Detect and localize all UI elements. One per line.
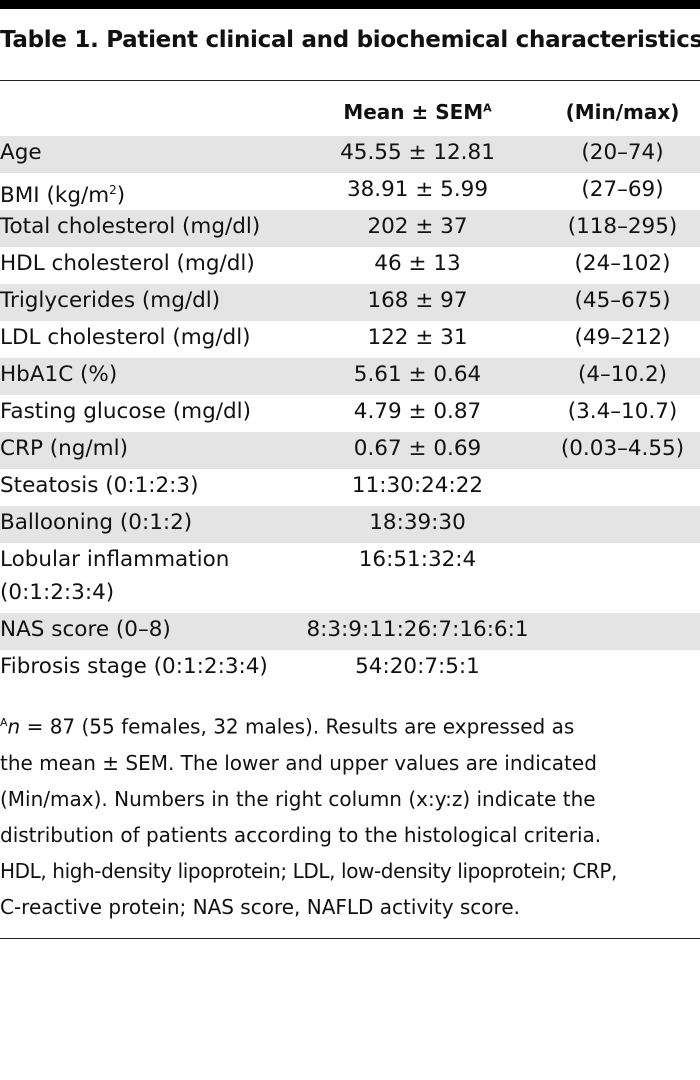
row-mean: 18:39:30 (369, 510, 466, 535)
row-mean: 122 ± 31 (367, 325, 468, 350)
row-range: (118–295) (567, 214, 678, 239)
footnote-line: the mean ± SEM. The lower and upper valu… (0, 750, 597, 775)
row-range: (24–102) (574, 251, 671, 276)
footnote-line: C-reactive protein; NAS score, NAFLD act… (0, 894, 520, 919)
header-min-max: (Min/max) (565, 100, 680, 124)
row-range: (4–10.2) (577, 362, 668, 387)
table-row: HbA1C (%) 5.61 ± 0.64 (4–10.2) (0, 358, 700, 395)
table-row: Fasting glucose (mg/dl) 4.79 ± 0.87 (3.4… (0, 395, 700, 432)
row-label: Fibrosis stage (0:1:2:3:4) (0, 654, 268, 679)
footnote-sup: A (0, 716, 8, 729)
footnote-line: HDL, high-density lipoprotein; LDL, low-… (0, 858, 618, 883)
table-row: LDL cholesterol (mg/dl) 122 ± 31 (49–212… (0, 321, 700, 358)
table-body: Age 45.55 ± 12.81 (20–74) BMI (kg/m2) 38… (0, 136, 700, 687)
table-row: Age 45.55 ± 12.81 (20–74) (0, 136, 700, 173)
table-row: NAS score (0–8) 8:3:9:11:26:7:16:6:1 (0, 613, 700, 650)
row-mean: 16:51:32:4 (358, 547, 477, 572)
table-row: CRP (ng/ml) 0.67 ± 0.69 (0.03–4.55) (0, 432, 700, 469)
row-label-text: BMI (kg/m (0, 183, 110, 209)
row-label: Age (0, 140, 42, 165)
table-row: BMI (kg/m2) 38.91 ± 5.99 (27–69) (0, 173, 700, 210)
table-row: Total cholesterol (mg/dl) 202 ± 37 (118–… (0, 210, 700, 247)
row-label: Ballooning (0:1:2) (0, 510, 193, 535)
table-row: Ballooning (0:1:2) 18:39:30 (0, 506, 700, 543)
header-mean-sem-text: Mean ± SEM (343, 100, 484, 124)
row-label: Triglycerides (mg/dl) (0, 288, 221, 313)
row-label: HDL cholesterol (mg/dl) (0, 251, 255, 276)
row-mean: 11:30:24:22 (351, 473, 484, 498)
row-label-after: ) (116, 183, 126, 209)
table-row: HDL cholesterol (mg/dl) 46 ± 13 (24–102) (0, 247, 700, 284)
table-row: Fibrosis stage (0:1:2:3:4) 54:20:7:5:1 (0, 650, 700, 687)
header-mean-sem: Mean ± SEMA (300, 100, 535, 124)
bottom-rule (0, 938, 700, 939)
title-divider (0, 80, 700, 81)
row-mean: 168 ± 97 (367, 288, 468, 313)
row-mean: 5.61 ± 0.64 (353, 362, 482, 387)
header-mean-sem-sup: A (483, 101, 492, 115)
row-label: BMI (kg/m2) (0, 173, 125, 213)
row-range: (49–212) (574, 325, 671, 350)
row-range: (45–675) (574, 288, 671, 313)
footnote-text: = 87 (55 females, 32 males). Results are… (20, 714, 575, 739)
row-range: (27–69) (581, 177, 664, 202)
row-range: (20–74) (581, 140, 664, 165)
row-label: Steatosis (0:1:2:3) (0, 473, 199, 498)
row-label-sup: 2 (109, 183, 117, 197)
row-label-line2: (0:1:2:3:4) (0, 580, 115, 605)
table-title: Table 1. Patient clinical and biochemica… (0, 27, 700, 53)
top-rule (0, 0, 700, 9)
row-label: Fasting glucose (mg/dl) (0, 399, 251, 424)
footnote-line: An = 87 (55 females, 32 males). Results … (0, 705, 700, 745)
row-mean: 202 ± 37 (367, 214, 468, 239)
row-mean: 54:20:7:5:1 (355, 654, 480, 679)
table-row: Lobular inflammation (0:1:2:3:4) 16:51:3… (0, 543, 700, 613)
row-label: NAS score (0–8) (0, 617, 171, 642)
row-mean: 8:3:9:11:26:7:16:6:1 (306, 617, 529, 642)
footnote-line: (Min/max). Numbers in the right column (… (0, 786, 596, 811)
row-mean: 45.55 ± 12.81 (340, 140, 495, 165)
row-mean: 38.91 ± 5.99 (346, 177, 489, 202)
table-row: Triglycerides (mg/dl) 168 ± 97 (45–675) (0, 284, 700, 321)
row-mean: 46 ± 13 (374, 251, 461, 276)
row-label: Lobular inflammation (0, 547, 230, 572)
row-range: (0.03–4.55) (560, 436, 685, 461)
table-footnote: An = 87 (55 females, 32 males). Results … (0, 705, 700, 925)
row-label: HbA1C (%) (0, 362, 118, 387)
footnote-n: n (7, 714, 21, 739)
row-mean: 0.67 ± 0.69 (353, 436, 482, 461)
row-mean: 4.79 ± 0.87 (353, 399, 482, 424)
footnote-line: distribution of patients according to th… (0, 822, 602, 847)
row-label: LDL cholesterol (mg/dl) (0, 325, 251, 350)
row-range: (3.4–10.7) (567, 399, 678, 424)
row-label: CRP (ng/ml) (0, 436, 128, 461)
row-label: Total cholesterol (mg/dl) (0, 214, 261, 239)
table-row: Steatosis (0:1:2:3) 11:30:24:22 (0, 469, 700, 506)
table-header: Mean ± SEMA (Min/max) (0, 96, 700, 134)
